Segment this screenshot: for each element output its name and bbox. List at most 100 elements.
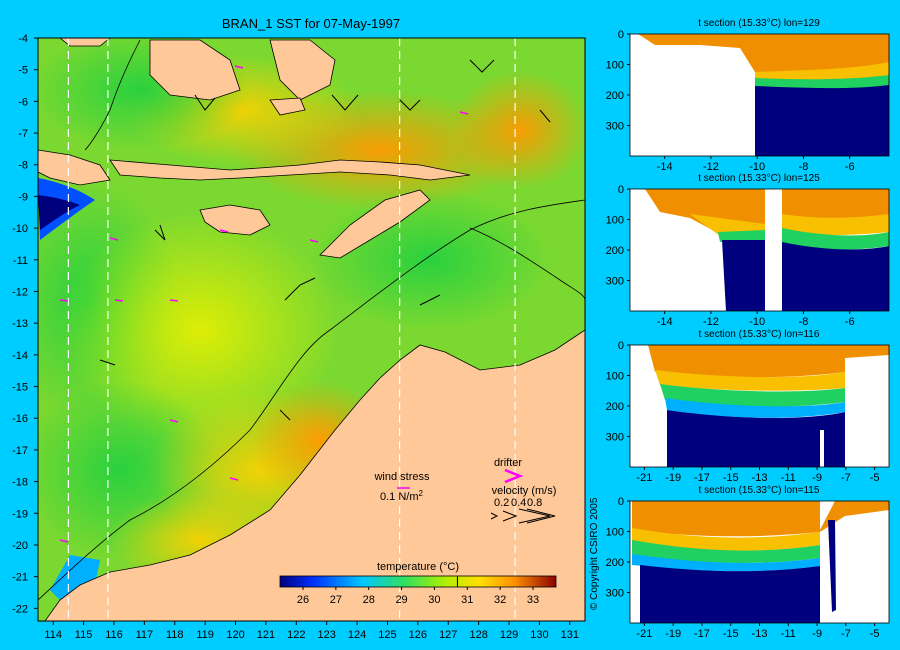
australia-landmass (44, 329, 585, 621)
x-tick-label: -15 (723, 472, 739, 484)
y-tick-label: -11 (13, 255, 28, 267)
drifter-label: drifter (494, 457, 522, 469)
y-tick-label: 300 (606, 432, 624, 444)
y-tick-label: -18 (12, 477, 28, 489)
y-tick-label: -17 (12, 445, 28, 457)
x-tick-label: 119 (196, 629, 214, 641)
x-tick-label: -8 (799, 316, 809, 328)
wind-stress-value: 0.1 N/m2 (380, 489, 424, 503)
x-tick-label: -10 (749, 316, 765, 328)
sst-map (38, 38, 585, 621)
x-tick-label: 117 (136, 629, 154, 641)
bathymetry-contours (38, 39, 585, 601)
y-tick-label: 300 (606, 121, 624, 133)
y-tick-label: 0 (618, 29, 624, 41)
sumba-island (199, 204, 271, 236)
colorbar-tick-label: 28 (363, 594, 375, 606)
section-title: t section (15.33°C) lon=116 (699, 329, 820, 340)
x-tick-label: -21 (636, 628, 652, 640)
x-tick-label: 130 (530, 629, 548, 641)
x-tick-label: -17 (694, 628, 710, 640)
x-tick-label: -7 (841, 628, 851, 640)
y-tick-label: 0 (618, 496, 624, 508)
x-tick-label: -19 (665, 472, 681, 484)
x-tick-label: -13 (752, 628, 768, 640)
colorbar-label: temperature (°C) (377, 561, 459, 573)
y-tick-label: -22 (12, 603, 28, 615)
y-tick-label: -5 (18, 65, 28, 77)
x-tick-label: 127 (439, 629, 457, 641)
map-title: BRAN_1 SST for 07-May-1997 (222, 16, 400, 31)
x-tick-label: -14 (657, 316, 673, 328)
section-axis-ticks: -14 -12 -10 -8 -6 0 100 200 300 -14 -12 -10 -8 -6 0 100… (606, 29, 880, 640)
colorbar-tick-label: 26 (297, 594, 309, 606)
colorbar-tick-label: 31 (461, 594, 473, 606)
contour-line (469, 227, 585, 301)
y-tick-label: -19 (12, 508, 28, 520)
x-tick-label: -6 (845, 316, 855, 328)
y-tick-label: -9 (18, 191, 28, 203)
velocity-value-3: 0.8 (527, 497, 542, 509)
colorbar-tick-label: 33 (527, 594, 539, 606)
x-tick-label: -6 (845, 161, 855, 173)
sulawesi-arm (149, 39, 241, 101)
colorbar-tick-label: 27 (330, 594, 342, 606)
x-tick-label: -8 (799, 161, 809, 173)
y-tick-label: 200 (606, 245, 624, 257)
x-tick-label: -21 (636, 472, 652, 484)
x-tick-label: 125 (378, 629, 396, 641)
y-tick-label: 0 (618, 340, 624, 352)
section-title: t section (15.33°C) lon=115 (699, 485, 820, 496)
y-tick-label: 0 (618, 184, 624, 196)
y-tick-label: -13 (12, 318, 28, 330)
x-tick-label: 124 (348, 629, 366, 641)
y-tick-label: -7 (18, 128, 28, 140)
x-tick-label: 116 (105, 629, 123, 641)
velocity-scale-arrows (490, 508, 556, 524)
section-title: t section (15.33°C) lon=125 (698, 173, 820, 184)
y-tick-label: 100 (606, 371, 624, 383)
y-tick-label: 200 (606, 401, 624, 413)
map-frame (37, 37, 586, 622)
y-tick-label: 200 (606, 90, 624, 102)
wind-stress-vectors (99, 59, 551, 421)
y-tick-label: -16 (12, 413, 28, 425)
x-tick-label: 126 (409, 629, 427, 641)
x-tick-label: -10 (749, 161, 765, 173)
map-axis-ticks: 114 115 116 117 118 119 120 121 122 123 124 125 126 1… (12, 33, 579, 641)
y-tick-label: -6 (18, 96, 28, 108)
y-tick-label: -14 (12, 350, 28, 362)
colorbar: temperature (°C) 26 27 28 29 30 31 32 33 (279, 561, 557, 606)
y-tick-label: 100 (606, 60, 624, 72)
colorbar-gradient (279, 575, 557, 588)
section-panel-lon115: t section (15.33°C) lon=115 (629, 485, 890, 624)
y-tick-label: 200 (606, 557, 624, 569)
x-tick-label: 129 (500, 629, 518, 641)
velocity-value-1: 0.2 (494, 497, 509, 509)
section-panel-lon125: t section (15.33°C) lon=125 (629, 173, 890, 312)
x-tick-label: 122 (287, 629, 305, 641)
x-tick-label: -5 (870, 628, 880, 640)
timor-island (319, 189, 431, 259)
x-tick-label: -9 (812, 628, 822, 640)
x-tick-label: 118 (166, 629, 184, 641)
colorbar-tick-label: 30 (428, 594, 440, 606)
y-tick-label: 300 (606, 588, 624, 600)
x-tick-label: 131 (561, 629, 579, 641)
x-tick-label: -14 (657, 161, 673, 173)
x-tick-label: -12 (703, 316, 719, 328)
x-tick-label: -5 (870, 472, 880, 484)
x-tick-label: 123 (318, 629, 336, 641)
x-tick-label: -15 (723, 628, 739, 640)
lombok-island (38, 149, 111, 186)
colorbar-ticks: 26 27 28 29 30 31 32 33 (297, 587, 539, 606)
y-tick-label: 100 (606, 527, 624, 539)
x-tick-label: -12 (703, 161, 719, 173)
x-tick-label: -13 (752, 472, 768, 484)
x-tick-label: 120 (226, 629, 244, 641)
section-panel-lon129: t section (15.33°C) lon=129 (629, 18, 890, 157)
x-tick-label: 115 (75, 629, 93, 641)
x-tick-label: 121 (257, 629, 275, 641)
velocity-value-2: 0.4 (511, 497, 526, 509)
